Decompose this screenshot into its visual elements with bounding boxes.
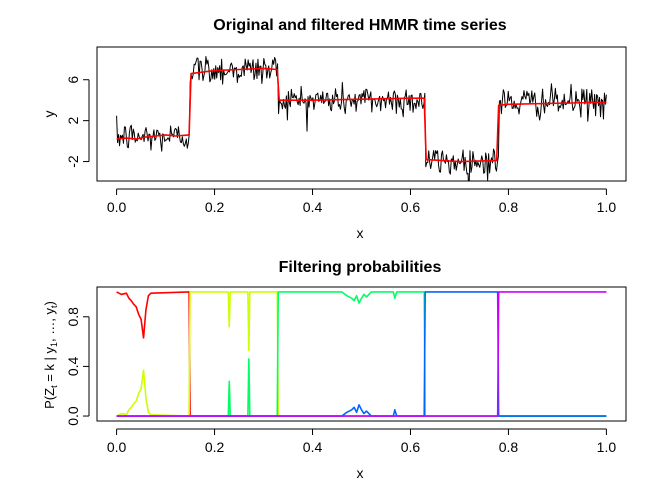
y-tick-label: -2 [65,155,81,168]
chart-title-2: Filtering probabilities [279,259,442,276]
x-tick-label: 0.4 [303,199,323,215]
y-tick-label: 6 [65,76,81,84]
y-axis-1: -2 2 6 [65,76,90,168]
y-axis-label-1: y [41,111,57,118]
x-axis-label-1: x [357,225,364,241]
x-tick-label: 0.4 [303,439,323,455]
x-tick-label: 0.0 [107,439,127,455]
panel-time-series: Original and filtered HMMR time series 0… [41,17,627,241]
x-tick-label: 0.2 [205,199,225,215]
series-line-state-2 [116,291,607,417]
series-line-state-4 [116,291,607,417]
series-line-state-1 [116,291,607,417]
plot-frame-1 [96,46,627,182]
x-axis-1: 0.0 0.2 0.4 0.6 0.8 1.0 [107,188,617,215]
y-tick-label: 2 [65,117,81,125]
y-tick-label: 0.0 [65,406,81,426]
y-tick-label: 0.8 [65,307,81,327]
y-tick-label: 0.4 [65,356,81,376]
x-tick-label: 0.6 [401,199,421,215]
x-tick-label: 0.2 [205,439,225,455]
panel-filtering-probabilities: Filtering probabilities 0.0 0.2 0.4 0.6 0.8 1… [42,259,627,480]
y-axis-label-2: P(Zt = k | y1, …, yt) [42,301,59,409]
x-tick-label: 1.0 [597,199,617,215]
series-line-filtered [116,67,607,163]
plot-area-2 [116,291,607,417]
plot-frame-2 [96,286,627,422]
x-axis-label-2: x [357,465,364,480]
y-axis-2: 0.0 0.4 0.8 [65,307,90,426]
x-tick-label: 0.6 [401,439,421,455]
x-tick-label: 0.8 [499,199,519,215]
plot-area-1 [116,56,607,181]
chart-title-1: Original and filtered HMMR time series [213,17,507,34]
x-tick-label: 1.0 [597,439,617,455]
x-tick-label: 0.0 [107,199,127,215]
x-axis-2: 0.0 0.2 0.4 0.6 0.8 1.0 [107,428,617,455]
x-tick-label: 0.8 [499,439,519,455]
series-line-state-5 [116,291,607,417]
